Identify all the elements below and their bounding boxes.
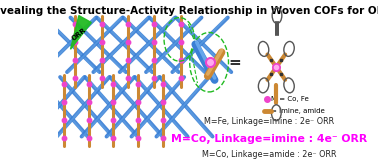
Text: =: = (228, 55, 241, 70)
Text: = imine, amide: = imine, amide (271, 108, 325, 114)
Text: ORR: ORR (70, 27, 87, 42)
Polygon shape (71, 16, 91, 49)
Text: M = Co, Fe: M = Co, Fe (271, 96, 309, 102)
Text: M=Co, Linkage=amide : 2e⁻ ORR: M=Co, Linkage=amide : 2e⁻ ORR (202, 150, 337, 159)
Text: M=Fe, Linkage=imine : 2e⁻ ORR: M=Fe, Linkage=imine : 2e⁻ ORR (204, 117, 335, 126)
Text: Revealing the Structure-Activity Relationship in Woven COFs for ORR: Revealing the Structure-Activity Relatio… (0, 6, 378, 16)
Text: M=Co, Linkage=imine : 4e⁻ ORR: M=Co, Linkage=imine : 4e⁻ ORR (171, 134, 367, 144)
